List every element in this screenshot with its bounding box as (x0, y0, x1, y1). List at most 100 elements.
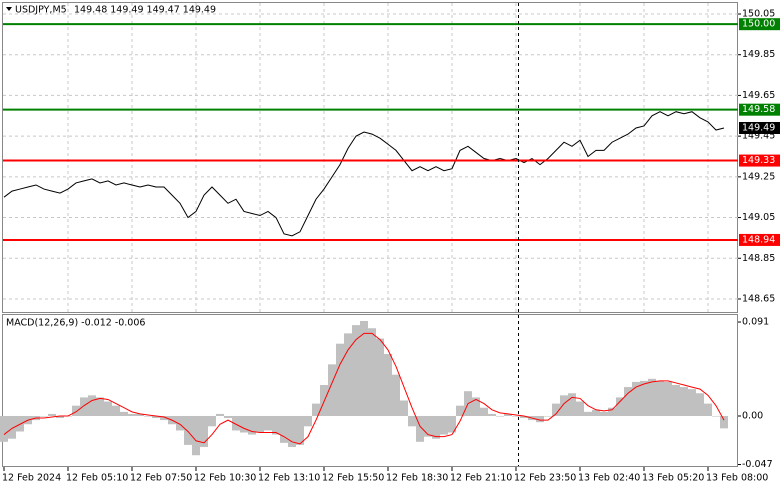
histogram-bar (184, 415, 192, 445)
y-tick-label: 148.85 (742, 253, 775, 264)
level-label: 149.49 (742, 122, 775, 133)
histogram-bar (160, 415, 168, 421)
x-tick-label: 12 Feb 15:50 (322, 473, 384, 484)
histogram-bar (704, 403, 712, 416)
histogram-bar (512, 415, 520, 417)
histogram-bar (496, 415, 504, 417)
x-tick-label: 12 Feb 10:30 (194, 473, 256, 484)
x-tick-label: 12 Feb 13:10 (258, 473, 320, 484)
histogram-bar (192, 415, 200, 456)
y-tick-label: 148.65 (742, 293, 775, 304)
x-tick-label: 12 Feb 07:50 (130, 473, 192, 484)
x-tick-label: 12 Feb 21:10 (450, 473, 512, 484)
histogram-bar (296, 415, 304, 445)
histogram-bar (608, 407, 616, 416)
x-tick-label: 13 Feb 08:00 (706, 473, 768, 484)
x-tick-label: 12 Feb 23:50 (514, 473, 576, 484)
histogram-bar (376, 338, 384, 416)
histogram-bar (576, 401, 584, 416)
histogram-bar (360, 320, 368, 416)
plot-layer: 150.05 149.85 149.65 149.45 149.25 149.05 148.… (0, 3, 780, 484)
macd-panel (2, 314, 738, 467)
level-label: 149.58 (742, 104, 775, 115)
histogram-bar (208, 415, 216, 427)
level-label: 148.94 (742, 234, 775, 245)
symbol-title: USDJPY,M5 (15, 5, 67, 16)
histogram-bar (344, 333, 352, 416)
histogram-bar (8, 415, 16, 439)
histogram-bar (88, 395, 96, 416)
histogram-bar (696, 393, 704, 416)
histogram-bar (448, 415, 456, 433)
histogram-bar (648, 378, 656, 416)
histogram-bar (392, 374, 400, 416)
histogram-bar (480, 407, 488, 416)
histogram-bar (216, 413, 224, 416)
histogram-bar (440, 415, 448, 435)
histogram-bar (128, 413, 136, 416)
histogram-bar (640, 380, 648, 416)
menu-arrow[interactable] (6, 7, 12, 11)
price-line (3, 111, 725, 237)
histogram-bar (504, 413, 512, 416)
histogram-bar (112, 405, 120, 416)
histogram-bar (224, 415, 232, 419)
histogram-bar (536, 415, 544, 423)
histogram-bar (352, 325, 360, 416)
histogram-bar (720, 415, 728, 429)
y-tick-label: 150.05 (742, 9, 775, 20)
histogram-bar (240, 415, 248, 433)
y-tick-label: 149.25 (742, 171, 775, 182)
level-label-box (739, 103, 780, 116)
histogram-bar (72, 405, 80, 416)
x-tick-label: 12 Feb 2024 (2, 473, 61, 484)
histogram-bar (416, 415, 424, 442)
histogram-bar (152, 415, 160, 419)
histogram-bar (384, 354, 392, 416)
histogram-bar (144, 415, 152, 417)
price-panel (2, 2, 738, 313)
x-tick-label: 13 Feb 02:40 (578, 473, 640, 484)
y-tick-label: 0.091 (742, 317, 769, 328)
histogram-bar (104, 401, 112, 416)
histogram-bar (56, 415, 64, 419)
histogram-bar (80, 397, 88, 416)
quote-text: 149.48 149.49 149.47 149.49 (74, 5, 216, 16)
histogram-bar (632, 381, 640, 416)
macd-title: MACD(12,26,9) -0.012 -0.006 (6, 318, 145, 329)
histogram-bar (248, 415, 256, 435)
histogram-bar (136, 413, 144, 416)
histogram-bar (304, 415, 312, 427)
y-tick-label: 149.45 (742, 131, 775, 142)
histogram-bar (408, 415, 416, 427)
histogram-bar (680, 387, 688, 416)
x-tick-label: 12 Feb 18:30 (386, 473, 448, 484)
histogram-bar (328, 364, 336, 416)
histogram-bar (96, 397, 104, 416)
histogram-bar (584, 411, 592, 416)
histogram-bar (176, 415, 184, 431)
histogram-bar (616, 397, 624, 416)
histogram-bar (280, 415, 288, 443)
histogram-bar (264, 415, 272, 431)
histogram-bar (368, 328, 376, 416)
histogram-bar (200, 415, 208, 447)
y-tick-label: -0.047 (742, 459, 773, 470)
histogram-bar (488, 413, 496, 416)
level-label: 150.00 (742, 19, 775, 30)
histogram-bar (552, 403, 560, 416)
histogram-bar (600, 411, 608, 416)
histogram-bar (664, 381, 672, 416)
histogram-bar (472, 397, 480, 416)
histogram-bar (256, 415, 264, 433)
histogram-bar (544, 415, 552, 417)
histogram-bar (520, 415, 528, 419)
histogram-bar (624, 387, 632, 416)
y-tick-label: 0.00 (742, 410, 763, 421)
histogram-bar (120, 411, 128, 416)
histogram-bar (40, 415, 48, 417)
histogram-bar (712, 415, 720, 417)
level-label: 149.33 (742, 155, 775, 166)
histogram-bar (424, 415, 432, 437)
